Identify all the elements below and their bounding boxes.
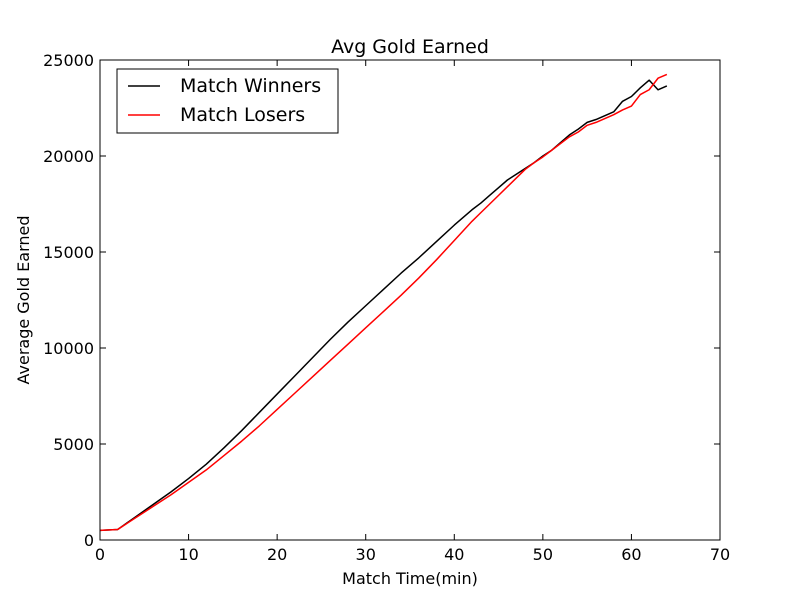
x-tick-label: 20 <box>267 545 287 564</box>
legend-label-losers: Match Losers <box>180 104 305 126</box>
y-axis-title: Average Gold Earned <box>14 215 33 384</box>
series-line-match-losers <box>99 73 668 532</box>
plot-area <box>99 73 668 532</box>
y-tick-label: 5000 <box>53 435 94 454</box>
legend-frame <box>116 68 339 134</box>
legend-label-winners: Match Winners <box>180 75 321 97</box>
x-axis-title: Match Time(min) <box>342 569 478 588</box>
chart-title: Avg Gold Earned <box>331 36 489 58</box>
plot-frame <box>99 59 721 541</box>
x-tick-label: 70 <box>710 545 730 564</box>
y-tick-label: 20000 <box>43 147 94 166</box>
x-tick-label: 40 <box>444 545 464 564</box>
series-line-match-winners <box>99 79 668 532</box>
legend: Match Winners Match Losers <box>116 68 339 134</box>
y-tick-label: 25000 <box>43 51 94 70</box>
x-tick-label: 0 <box>95 545 105 564</box>
x-tick-label: 50 <box>533 545 553 564</box>
y-tick-label: 0 <box>84 531 94 550</box>
y-tick-label: 15000 <box>43 243 94 262</box>
x-tick-label: 30 <box>356 545 376 564</box>
y-tick-label: 10000 <box>43 339 94 358</box>
x-tick-label: 60 <box>621 545 641 564</box>
axes: 0 10 20 30 40 50 60 70 0 5000 10000 15000 20000 25000 <box>43 51 730 564</box>
x-tick-label: 10 <box>178 545 198 564</box>
